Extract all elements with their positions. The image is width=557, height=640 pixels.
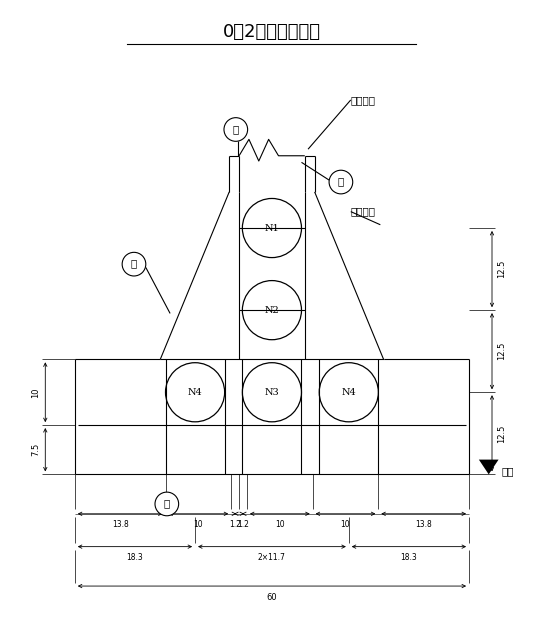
Text: 梁勒钉筋: 梁勒钉筋 bbox=[351, 95, 376, 105]
Text: 12.5: 12.5 bbox=[497, 424, 506, 442]
Text: N3: N3 bbox=[265, 388, 279, 397]
Text: 18.3: 18.3 bbox=[400, 553, 417, 562]
Text: ③: ③ bbox=[338, 177, 344, 186]
Text: 梁底: 梁底 bbox=[502, 466, 514, 476]
Circle shape bbox=[122, 252, 146, 276]
Text: 12.5: 12.5 bbox=[497, 342, 506, 360]
Text: 7.5: 7.5 bbox=[31, 443, 40, 456]
Text: 12.5: 12.5 bbox=[497, 260, 506, 278]
Text: 梁勒钉筋: 梁勒钉筋 bbox=[351, 207, 376, 216]
Text: 10: 10 bbox=[275, 520, 285, 529]
Text: 18.3: 18.3 bbox=[126, 553, 143, 562]
Circle shape bbox=[224, 118, 248, 141]
Text: 10: 10 bbox=[193, 520, 203, 529]
Text: N4: N4 bbox=[341, 388, 356, 397]
Text: 1.2: 1.2 bbox=[237, 520, 249, 529]
Text: 1.2: 1.2 bbox=[229, 520, 241, 529]
Text: 2×11.7: 2×11.7 bbox=[258, 553, 286, 562]
Text: N2: N2 bbox=[265, 306, 279, 315]
Text: ①: ① bbox=[131, 260, 137, 269]
Text: 13.8: 13.8 bbox=[112, 520, 129, 529]
Text: 10: 10 bbox=[31, 387, 40, 397]
Text: 13.8: 13.8 bbox=[416, 520, 432, 529]
Circle shape bbox=[155, 492, 179, 516]
Text: 0～2号定位钉筋网: 0～2号定位钉筋网 bbox=[223, 23, 321, 41]
Text: ②: ② bbox=[233, 125, 239, 134]
Text: 10: 10 bbox=[341, 520, 350, 529]
Polygon shape bbox=[479, 460, 499, 474]
Text: ②: ② bbox=[164, 499, 170, 508]
Circle shape bbox=[329, 170, 353, 194]
Text: N4: N4 bbox=[188, 388, 202, 397]
Text: 60: 60 bbox=[267, 593, 277, 602]
Text: N1: N1 bbox=[265, 223, 279, 232]
